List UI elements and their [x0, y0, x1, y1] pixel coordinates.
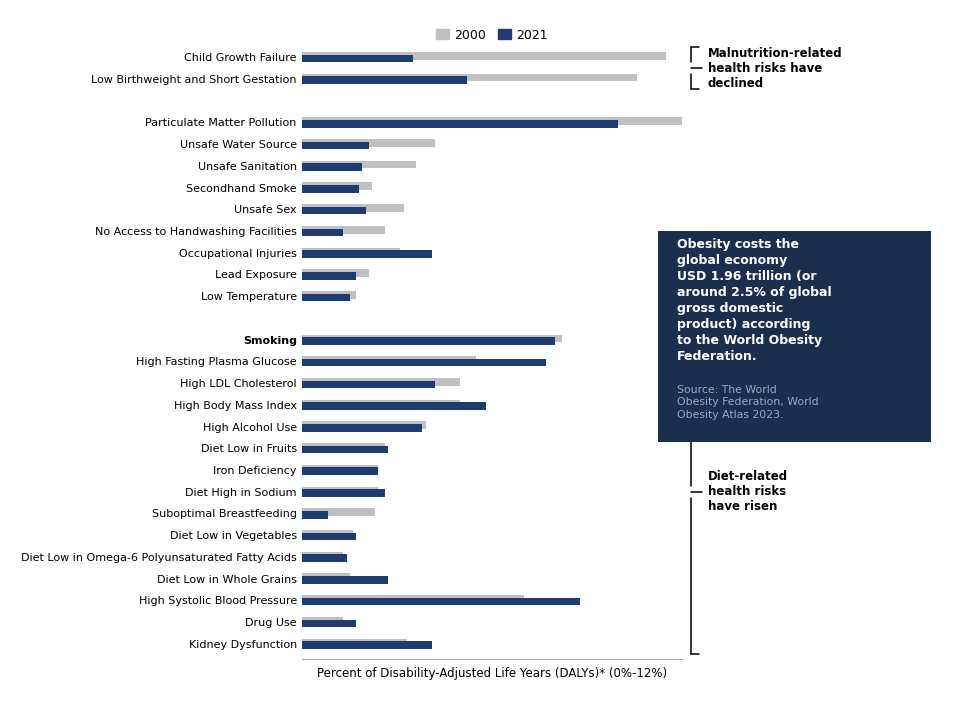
Bar — [302, 272, 356, 280]
Bar — [302, 334, 562, 342]
Bar — [302, 443, 385, 451]
Bar — [302, 489, 385, 497]
Bar — [302, 117, 682, 125]
Bar — [302, 359, 545, 367]
Bar — [302, 185, 359, 193]
Bar — [302, 639, 407, 646]
Bar — [302, 337, 555, 345]
Bar — [302, 554, 347, 562]
Bar — [302, 207, 366, 215]
Text: Source: The World
Obesity Federation, World
Obesity Atlas 2023.: Source: The World Obesity Federation, Wo… — [677, 385, 818, 420]
Bar — [302, 533, 356, 540]
Bar — [302, 620, 356, 627]
Bar — [302, 229, 344, 236]
Bar — [302, 269, 369, 277]
Bar — [302, 573, 349, 581]
Bar — [302, 595, 523, 603]
Bar — [302, 74, 637, 81]
Bar — [302, 120, 618, 128]
Bar — [302, 55, 413, 62]
Bar — [302, 356, 476, 364]
Bar — [302, 508, 375, 516]
Bar — [302, 468, 378, 475]
Text: Malnutrition-related
health risks have
declined: Malnutrition-related health risks have d… — [708, 47, 842, 90]
Bar — [302, 294, 349, 301]
Bar — [302, 161, 416, 168]
Text: Diet-related
health risks
have risen: Diet-related health risks have risen — [708, 470, 788, 513]
Bar — [302, 598, 581, 606]
Bar — [302, 247, 400, 255]
Bar — [302, 204, 403, 212]
Bar — [302, 552, 344, 559]
Bar — [302, 76, 467, 84]
Bar — [302, 142, 369, 149]
X-axis label: Percent of Disability-Adjusted Life Years (DALYs)* (0%-12%): Percent of Disability-Adjusted Life Year… — [317, 667, 667, 680]
Text: Obesity costs the
global economy
USD 1.96 trillion (or
around 2.5% of global
gro: Obesity costs the global economy USD 1.9… — [677, 238, 831, 362]
Bar — [302, 465, 378, 472]
Legend: 2000, 2021: 2000, 2021 — [431, 24, 553, 47]
Bar — [302, 421, 425, 429]
Bar — [302, 139, 435, 147]
Bar — [302, 291, 356, 299]
Bar — [302, 617, 344, 625]
Bar — [302, 381, 435, 388]
Bar — [302, 226, 385, 233]
Bar — [302, 641, 432, 649]
Bar — [302, 486, 378, 494]
Bar — [302, 400, 461, 407]
Bar — [302, 163, 363, 171]
Bar — [302, 511, 327, 519]
Bar — [302, 250, 432, 258]
Bar — [302, 182, 372, 190]
Bar — [302, 530, 353, 538]
Bar — [302, 402, 486, 410]
Bar — [302, 378, 461, 386]
Bar — [302, 424, 422, 432]
Bar — [302, 52, 666, 60]
Bar — [302, 576, 388, 584]
Bar — [302, 446, 388, 454]
